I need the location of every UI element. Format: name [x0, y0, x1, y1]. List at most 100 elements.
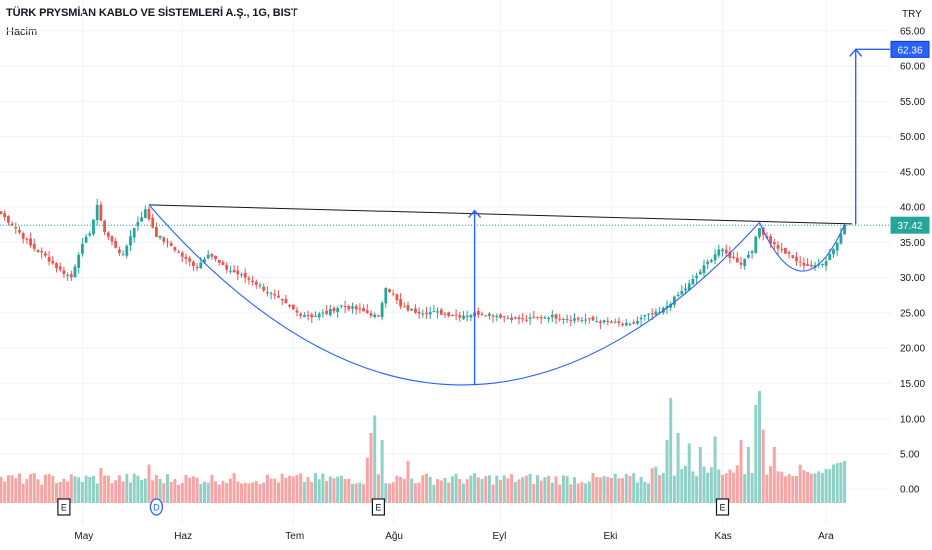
- candle-body: [92, 219, 95, 235]
- candle-body: [310, 314, 314, 318]
- candle-body: [354, 306, 358, 310]
- volume-bar: [610, 477, 613, 503]
- candle-body: [554, 314, 558, 319]
- candle-body: [303, 315, 306, 318]
- candle-body: [62, 270, 66, 275]
- volume-bar: [203, 481, 206, 503]
- volume-indicator-label[interactable]: Hacim: [6, 26, 38, 38]
- volume-bar: [188, 477, 192, 503]
- candle-body: [291, 304, 295, 310]
- volume-bar: [25, 479, 29, 503]
- volume-bar: [462, 483, 465, 503]
- volume-bar: [32, 473, 36, 503]
- candle-body: [136, 221, 140, 227]
- candle-body: [369, 313, 373, 316]
- price-tick-label: 35.00: [900, 238, 925, 249]
- volume-bar: [713, 436, 717, 503]
- volume-bar: [306, 477, 310, 503]
- earnings-marker[interactable]: E: [715, 498, 730, 516]
- volume-bar: [532, 483, 536, 503]
- candle-body: [502, 316, 506, 318]
- earnings-marker[interactable]: E: [57, 498, 71, 516]
- volume-bar: [21, 483, 25, 503]
- candle-body: [454, 314, 458, 316]
- time-tick-label: Eyl: [493, 531, 507, 542]
- pattern-drawings[interactable]: [0, 48, 890, 386]
- volume-bar: [698, 447, 702, 503]
- volume-bar: [384, 483, 388, 503]
- price-tick-label: 15.00: [900, 379, 925, 390]
- price-tick-label: 45.00: [900, 167, 925, 178]
- candle-body: [336, 308, 340, 313]
- candle-body: [843, 225, 846, 235]
- volume-bar: [147, 464, 151, 503]
- candle-body: [484, 315, 488, 317]
- volume-bar: [469, 475, 473, 503]
- earnings-label: E: [61, 503, 67, 513]
- earnings-badge: [371, 498, 385, 516]
- earnings-marker[interactable]: E: [371, 498, 385, 516]
- volume-bar: [136, 475, 140, 503]
- last-price-badge: 37.42: [890, 216, 930, 234]
- candle-body: [7, 215, 10, 223]
- candle-body: [140, 217, 143, 222]
- volume-bar: [166, 474, 169, 503]
- dividend-marker[interactable]: D: [149, 498, 164, 516]
- volume-bar: [110, 483, 114, 503]
- volume-bar: [647, 483, 650, 503]
- volume-bar: [487, 475, 491, 503]
- candle-body: [177, 251, 180, 253]
- volume-bar: [658, 475, 662, 503]
- chart-title: TÜRK PRYSMİAN KABLO VE SİSTEMLERİ A.Ş., …: [6, 7, 298, 19]
- candle-body: [425, 312, 428, 315]
- candle-body: [458, 315, 462, 318]
- candle-body: [184, 256, 188, 259]
- candle-body: [576, 317, 580, 320]
- candle-body: [325, 310, 328, 314]
- volume-bar: [280, 473, 284, 503]
- candle-body: [214, 255, 217, 260]
- volume-bar: [302, 481, 306, 503]
- price-tick-label: 50.00: [900, 132, 925, 143]
- candle-body: [795, 256, 798, 262]
- candle-body: [332, 308, 336, 312]
- candle-body: [743, 258, 747, 267]
- candle-body: [584, 319, 587, 321]
- candle-body: [384, 287, 388, 304]
- volume-bar: [617, 478, 621, 503]
- volume-bar: [106, 475, 110, 503]
- volume-bar: [217, 484, 221, 503]
- volume-bar: [88, 476, 92, 503]
- candle-body: [55, 263, 58, 269]
- candle-body: [284, 299, 288, 304]
- volume-bar: [798, 464, 802, 503]
- volume-bar: [787, 474, 791, 503]
- candle-body: [180, 252, 184, 257]
- candle-body: [680, 290, 684, 295]
- candle-body: [306, 315, 310, 317]
- candle-body: [132, 227, 136, 238]
- candle-body: [173, 247, 177, 251]
- volume-bar: [169, 481, 173, 503]
- candlesticks: [0, 198, 846, 330]
- candle-body: [221, 261, 225, 265]
- target-price-badge: 62.36: [890, 40, 930, 58]
- candle-body: [610, 321, 613, 323]
- volume-bar: [724, 473, 728, 503]
- volume-bar: [336, 476, 340, 503]
- volume-bar: [513, 481, 517, 503]
- candle-body: [636, 320, 639, 324]
- time-axis[interactable]: May Haz Tem Ağu Eyl Eki Kas Ara: [74, 531, 834, 542]
- volume-bar: [6, 475, 10, 503]
- volume-bar: [739, 440, 743, 503]
- volume-bar: [569, 484, 573, 503]
- volume-bar: [480, 479, 484, 503]
- volume-bar: [413, 483, 417, 503]
- candle-body: [236, 270, 240, 275]
- volume-bar: [432, 484, 436, 503]
- volume-bar: [672, 475, 676, 503]
- volume-bar: [265, 474, 269, 503]
- price-axis[interactable]: 65.00 60.00 55.00 50.00 45.00 40.00 35.00 30.00…: [890, 26, 930, 496]
